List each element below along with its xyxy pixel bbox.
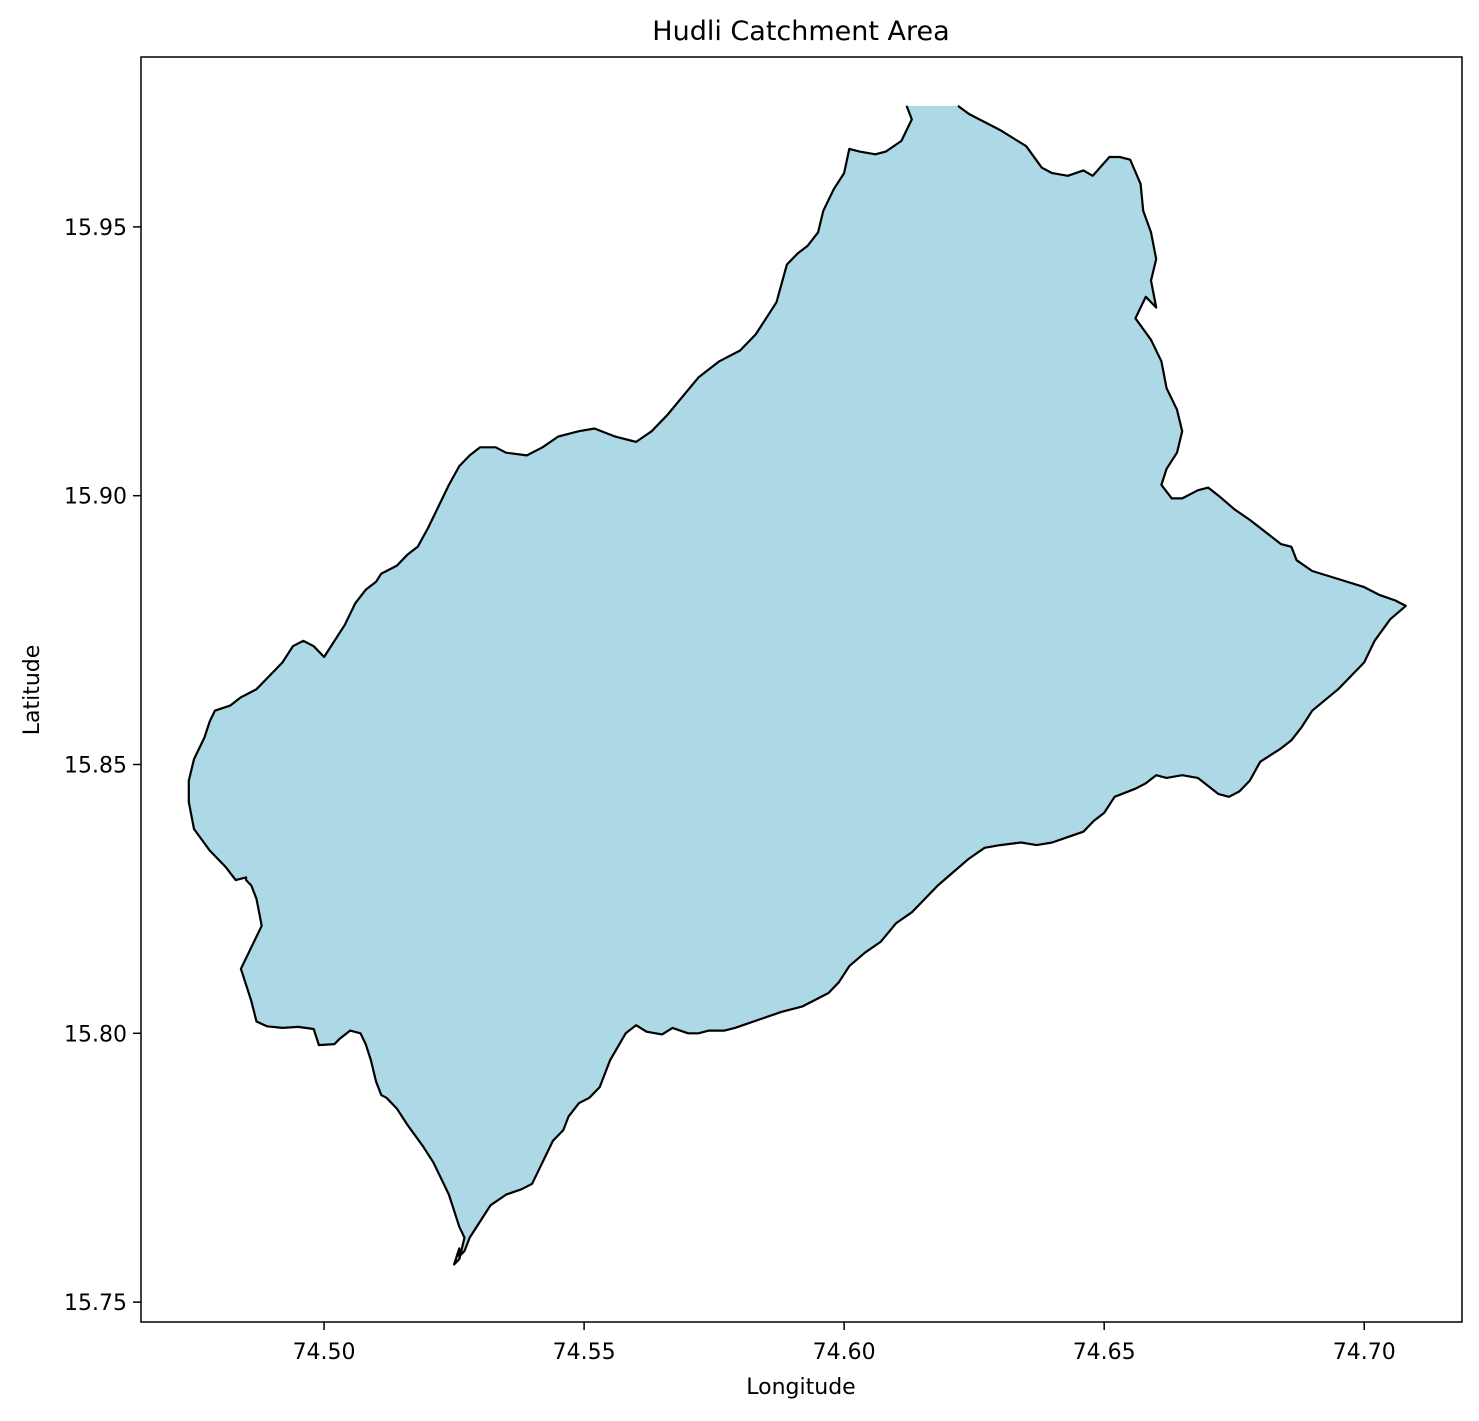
x-axis: 74.50 74.55 74.60 74.65 74.70: [293, 1322, 1396, 1365]
axes-frame: [140, 56, 1463, 1323]
x-tick-label: 74.65: [1073, 1340, 1136, 1365]
y-axis-label: Latitude: [20, 645, 45, 736]
chart-title: Hudli Catchment Area: [652, 16, 949, 47]
x-tick-label: 74.60: [813, 1340, 876, 1365]
y-tick-label: 15.95: [64, 216, 127, 241]
x-tick-label: 74.55: [553, 1340, 616, 1365]
y-tick-label: 15.90: [64, 485, 127, 510]
y-tick-label: 15.80: [64, 1022, 127, 1047]
catchment-polygon: [187, 105, 1407, 1266]
x-axis-label: Longitude: [746, 1375, 855, 1400]
x-tick-label: 74.50: [293, 1340, 356, 1365]
y-axis: 15.75 15.80 15.85 15.90 15.95: [64, 216, 141, 1316]
y-tick-label: 15.75: [64, 1291, 127, 1316]
y-tick-label: 15.85: [64, 753, 127, 778]
x-tick-label: 74.70: [1333, 1340, 1396, 1365]
